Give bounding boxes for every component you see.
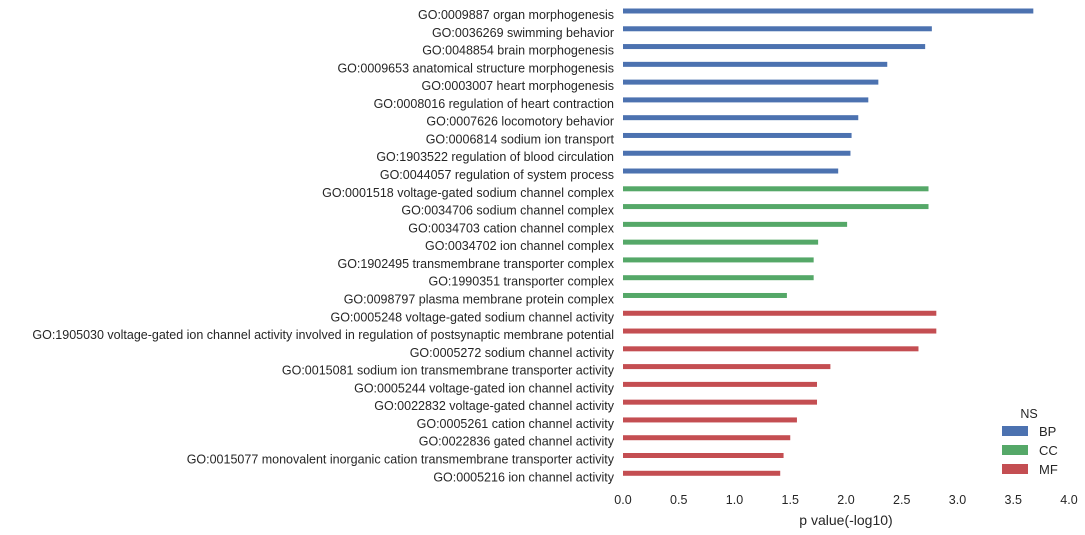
- bars: [623, 8, 1034, 476]
- legend: NS BP CC MF: [1002, 407, 1058, 477]
- legend-label: MF: [1039, 462, 1058, 477]
- category-label: GO:1990351 transporter complex: [428, 275, 614, 289]
- bar-mf: [623, 328, 937, 334]
- category-label: GO:0007626 locomotory behavior: [426, 115, 614, 129]
- bar-bp: [623, 150, 851, 156]
- legend-label: CC: [1039, 443, 1058, 458]
- category-label: GO:0009887 organ morphogenesis: [418, 8, 614, 22]
- legend-label: BP: [1039, 424, 1056, 439]
- category-label: GO:0034703 cation channel complex: [408, 221, 614, 235]
- x-tick-label: 2.0: [837, 493, 854, 507]
- category-label: GO:0009653 anatomical structure morphoge…: [337, 61, 614, 75]
- category-label: GO:1905030 voltage-gated ion channel act…: [32, 328, 614, 342]
- bar-bp: [623, 8, 1034, 14]
- x-tick-label: 2.5: [893, 493, 910, 507]
- category-label: GO:0036269 swimming behavior: [432, 26, 614, 40]
- bar-mf: [623, 346, 919, 352]
- x-tick-label: 0.5: [670, 493, 687, 507]
- x-tick-label: 1.0: [726, 493, 743, 507]
- bar-bp: [623, 132, 852, 138]
- category-label: GO:0048854 brain morphogenesis: [422, 44, 614, 58]
- category-label: GO:1903522 regulation of blood circulati…: [376, 150, 614, 164]
- category-label: GO:0005261 cation channel activity: [417, 417, 615, 431]
- category-labels: GO:0009887 organ morphogenesis GO:0036269…: [32, 8, 614, 484]
- bar-cc: [623, 239, 819, 245]
- category-label: GO:0034702 ion channel complex: [425, 239, 615, 253]
- bar-mf: [623, 453, 784, 458]
- legend-swatch-mf: [1002, 464, 1028, 474]
- bar-mf: [623, 381, 818, 387]
- category-label: GO:0008016 regulation of heart contracti…: [374, 97, 614, 111]
- category-label: GO:0098797 plasma membrane protein compl…: [344, 292, 615, 306]
- category-label: GO:0005244 voltage-gated ion channel act…: [354, 381, 615, 395]
- category-label: GO:1902495 transmembrane transporter com…: [337, 257, 614, 271]
- x-tick-label: 3.0: [949, 493, 966, 507]
- bar-bp: [623, 44, 926, 50]
- bar-bp: [623, 168, 839, 174]
- bar-bp: [623, 97, 869, 103]
- category-label: GO:0006814 sodium ion transport: [426, 132, 615, 146]
- bar-mf: [623, 435, 791, 441]
- category-label: GO:0022832 voltage-gated channel activit…: [374, 399, 614, 413]
- bar-mf: [623, 310, 937, 316]
- bar-cc: [623, 292, 787, 298]
- bar-bp: [623, 79, 879, 85]
- category-label: GO:0001518 voltage-gated sodium channel …: [322, 186, 615, 200]
- x-tick-label: 0.0: [614, 493, 631, 507]
- bar-mf: [623, 399, 818, 405]
- legend-swatch-cc: [1002, 445, 1028, 455]
- category-label: GO:0044057 regulation of system process: [380, 168, 614, 182]
- bar-cc: [623, 204, 929, 210]
- bar-cc: [623, 275, 814, 281]
- category-label: GO:0005272 sodium channel activity: [410, 346, 615, 360]
- category-label: GO:0005248 voltage-gated sodium channel …: [330, 310, 614, 324]
- bar-cc: [623, 221, 848, 227]
- legend-title: NS: [1020, 407, 1037, 421]
- bar-mf: [623, 364, 831, 370]
- category-label: GO:0005216 ion channel activity: [433, 470, 614, 484]
- bar-bp: [623, 115, 859, 121]
- x-axis-title: p value(-log10): [799, 512, 892, 528]
- bar-cc: [623, 186, 929, 192]
- bar-mf: [623, 417, 797, 423]
- x-axis: 0.0 0.5 1.0 1.5 2.0 2.5 3.0 3.5 4.0: [614, 493, 1077, 507]
- x-tick-label: 1.5: [782, 493, 799, 507]
- bar-bp: [623, 26, 932, 32]
- bar-mf: [623, 470, 781, 476]
- category-label: GO:0022836 gated channel activity: [419, 435, 615, 449]
- category-label: GO:0003007 heart morphogenesis: [422, 79, 615, 93]
- x-tick-label: 3.5: [1005, 493, 1022, 507]
- bar-cc: [623, 257, 814, 263]
- bar-bp: [623, 61, 888, 67]
- legend-swatch-bp: [1002, 426, 1028, 436]
- category-label: GO:0015081 sodium ion transmembrane tran…: [282, 364, 615, 378]
- category-label: GO:0015077 monovalent inorganic cation t…: [187, 453, 615, 467]
- category-label: GO:0034706 sodium channel complex: [401, 204, 614, 218]
- x-tick-label: 4.0: [1060, 493, 1077, 507]
